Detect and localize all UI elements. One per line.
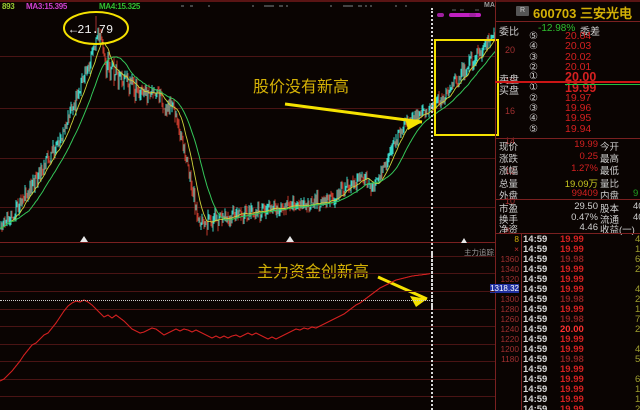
- svg-text:股价没有新高: 股价没有新高: [253, 78, 349, 96]
- svg-text:←21.79: ←21.79: [70, 23, 113, 37]
